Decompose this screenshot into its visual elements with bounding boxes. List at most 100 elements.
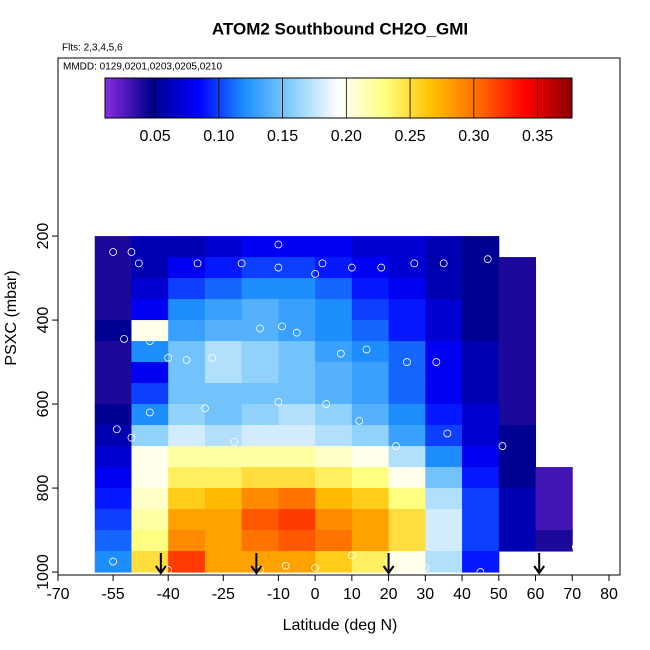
x-axis-label: Latitude (deg N) [283,617,398,634]
heat-cell [462,299,500,321]
heat-cell [278,383,316,405]
heat-cell [168,509,206,531]
x-tick-label: -40 [157,586,180,603]
heat-cell [388,509,426,531]
observation [281,561,290,570]
heat-cell [498,488,537,510]
heat-cell [315,236,353,258]
heat-cell [278,467,316,489]
heat-cell [498,404,537,426]
heat-cell [168,299,206,321]
heat-cell [462,257,500,279]
heat-cell [278,362,316,384]
heat-cell [204,551,243,573]
observation [355,416,364,425]
x-tick-label: 50 [490,586,508,603]
heat-cell [131,530,169,552]
heat-cell [535,530,573,552]
observation [134,328,143,337]
heat-cell [241,341,279,363]
y-tick-label: 600 [35,391,52,418]
heat-cell [168,404,206,426]
heat-cell [131,509,169,531]
heat-cell [168,551,206,573]
heat-cell [241,551,279,573]
heat-cell [241,257,279,279]
heat-cell [351,446,390,468]
heat-cell [462,341,500,363]
heat-cell [425,341,463,363]
heat-cell [388,425,426,447]
observation [112,425,121,434]
heat-cell [241,404,279,426]
observation [311,269,320,278]
heat-cell [168,278,206,300]
heat-cell [278,320,316,342]
heat-cell [241,488,279,510]
heat-cell [388,488,426,510]
heat-cell [94,509,132,531]
observation [432,358,441,366]
heat-cell [315,320,353,342]
observation [237,259,246,268]
heat-cell [462,467,500,489]
heat-cell [204,341,243,363]
observation [208,353,217,362]
x-tick-label: -55 [102,586,125,603]
heat-cell [94,404,132,426]
heat-cell [278,509,316,531]
heat-cell [315,488,353,510]
heat-cell [351,320,390,342]
heat-cell [388,404,426,426]
x-tick-label: 0 [311,586,320,603]
colorbar-tick-label: 0.20 [331,128,362,145]
heat-cell [462,488,500,510]
heat-cell [241,425,279,447]
observation [164,353,173,362]
observation [362,345,371,354]
observation [392,442,400,450]
heat-cell [351,236,390,258]
heat-cell [241,530,279,552]
y-tick-label: 1000 [35,554,52,590]
y-tick-label: 800 [35,475,52,502]
heat-cell [241,362,279,384]
heat-cell [462,236,500,258]
heat-cell [241,383,279,405]
heat-cell [462,404,500,426]
observation [193,259,202,268]
heat-cell [278,278,316,300]
heat-cell [462,278,500,300]
arrow [155,553,167,575]
heat-cell [351,425,390,447]
observation [483,255,492,264]
heat-cell [425,446,463,468]
heat-cell [131,551,169,573]
heat-cell [94,257,132,279]
observation [145,337,154,345]
plot-frame [57,57,621,576]
heat-cell [388,320,426,342]
heat-cell [131,257,169,279]
observation [278,322,286,331]
heat-cell [204,320,243,342]
heat-cell [204,278,243,300]
heat-cell [425,362,463,384]
heat-cell [131,467,169,489]
heat-cell [241,278,279,300]
heat-cell [204,362,243,384]
heat-cell [462,530,500,552]
heat-cell [498,257,537,279]
observation [182,356,191,364]
heat-cell [462,383,500,405]
heat-cell [204,467,243,489]
observation [403,358,411,366]
heat-cell [351,299,390,321]
heat-cell [204,236,243,258]
heat-cell [241,446,279,468]
heat-cell [131,383,169,405]
subtitle: Flts: 2,3,4,5,6 [62,43,123,54]
x-tick-label: 60 [527,586,545,603]
heat-cell [168,467,206,489]
